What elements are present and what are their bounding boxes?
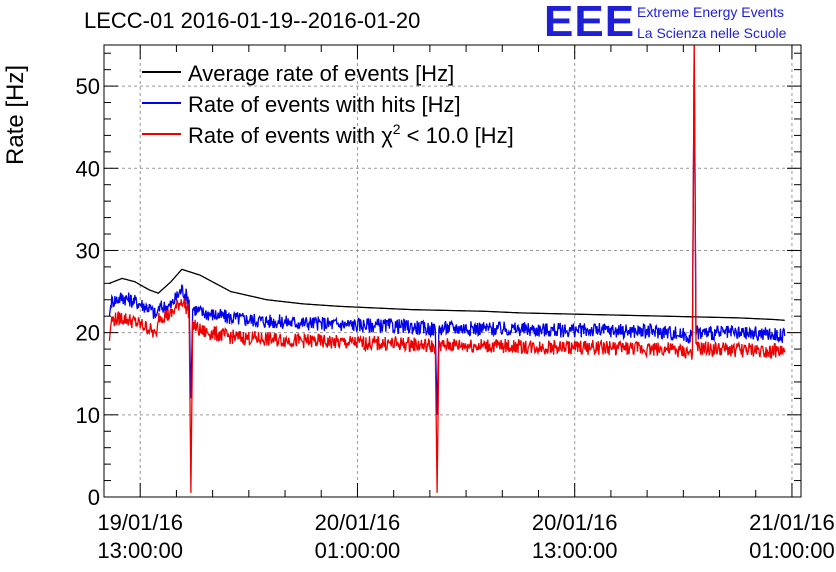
y-tick-label-50: 50: [76, 74, 100, 99]
series-layer: [108, 45, 786, 493]
y-tick-label-10: 10: [76, 403, 100, 428]
plot-frame: [103, 44, 802, 498]
x-tick-label-date-3: 21/01/16: [749, 510, 835, 535]
y-axis-label: Rate [Hz]: [2, 64, 29, 165]
logo-subtitle-1: Extreme Energy Events: [637, 4, 785, 20]
legend-label-average: Average rate of events [Hz]: [188, 61, 454, 86]
legend-chi2-suffix: < 10.0 [Hz]: [401, 123, 514, 148]
x-tick-label-time-0: 13:00:00: [97, 538, 183, 563]
legend-label-chi2: Rate of events with χ2 < 10.0 [Hz]: [188, 121, 514, 148]
x-tick-label-time-2: 13:00:00: [532, 538, 618, 563]
x-tick-label-date-2: 20/01/16: [532, 510, 618, 535]
x-tick-label-date-1: 20/01/16: [315, 510, 401, 535]
x-tick-label-date-0: 19/01/16: [97, 510, 183, 535]
series-line-1: [108, 53, 786, 415]
chart-title: LECC-01 2016-01-19--2016-01-20: [84, 8, 421, 33]
y-tick-label-20: 20: [76, 321, 100, 346]
series-line-2: [108, 45, 786, 493]
y-tick-label-0: 0: [88, 485, 100, 510]
axes: 0 10 20 30 40 50 19/01/16 13:00:00 20/01/16 01:00…: [76, 45, 835, 563]
y-tick-label-30: 30: [76, 238, 100, 263]
legend: Average rate of events [Hz] Rate of even…: [142, 61, 514, 148]
logo-subtitle-2: La Scienza nelle Scuole: [637, 25, 787, 41]
series-line-0: [109, 268, 785, 321]
x-tick-label-time-1: 01:00:00: [315, 538, 401, 563]
legend-label-hits: Rate of events with hits [Hz]: [188, 92, 461, 117]
legend-chi2-sup: 2: [393, 121, 401, 137]
eee-logo: EEE: [544, 0, 636, 46]
y-tick-label-40: 40: [76, 156, 100, 181]
x-tick-label-time-3: 01:00:00: [749, 538, 835, 563]
legend-chi2-prefix: Rate of events with χ: [188, 123, 393, 148]
